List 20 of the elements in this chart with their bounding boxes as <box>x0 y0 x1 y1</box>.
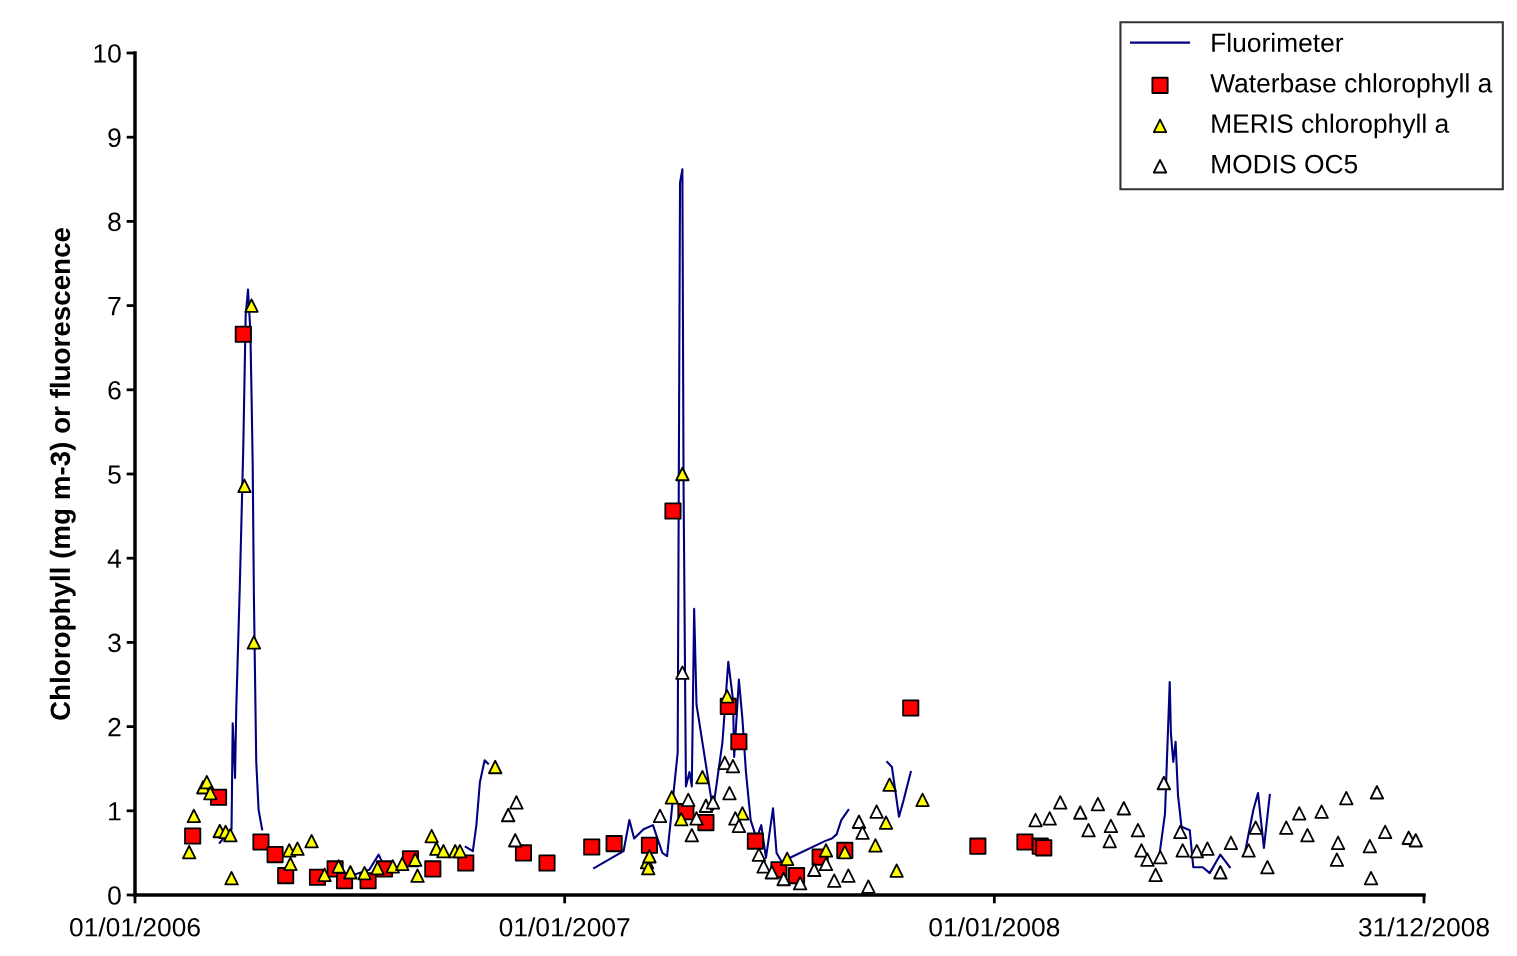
y-tick-label: 6 <box>108 380 121 400</box>
y-tick-label: 2 <box>108 717 121 737</box>
y-tick-label: 1 <box>109 802 121 821</box>
x-tick-label: 31/12/2008 <box>1358 917 1489 937</box>
legend-label: Fluorimeter <box>1212 32 1344 53</box>
y-tick-label: 3 <box>108 633 121 653</box>
y-tick-label: 10 <box>94 44 121 63</box>
y-tick-label: 8 <box>108 212 121 232</box>
legend-label: MODIS OC5 <box>1212 154 1358 174</box>
y-tick-label: 4 <box>107 549 122 568</box>
y-tick-label: 7 <box>108 297 121 316</box>
y-axis-title: Chlorophyll (mg m-3) or fluorescence <box>49 227 76 720</box>
x-tick-label: 01/01/2007 <box>499 917 630 937</box>
y-tick-label: 9 <box>108 128 121 148</box>
x-tick-label: 01/01/2006 <box>70 917 200 937</box>
legend-label: Waterbase chlorophyll a <box>1210 73 1493 98</box>
y-tick-label: 0 <box>108 886 121 905</box>
y-tick-label: 5 <box>108 465 121 484</box>
legend-label: MERIS chlorophyll a <box>1212 113 1450 139</box>
x-tick-label: 01/01/2008 <box>929 917 1060 937</box>
